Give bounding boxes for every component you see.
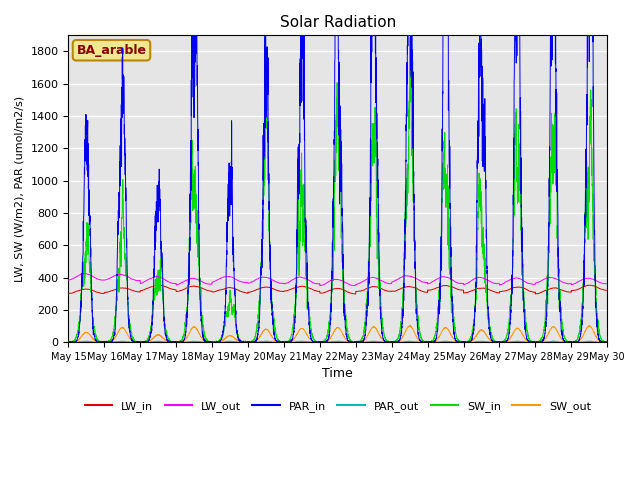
PAR_out xyxy=(154,338,162,344)
SW_out xyxy=(604,339,611,345)
LW_in xyxy=(429,287,436,292)
LW_in xyxy=(154,282,162,288)
LW_in xyxy=(65,290,72,296)
PAR_out xyxy=(65,339,72,345)
SW_out xyxy=(65,339,72,345)
SW_in xyxy=(317,339,325,345)
LW_in xyxy=(318,290,326,296)
PAR_out xyxy=(429,339,436,345)
PAR_in xyxy=(603,339,611,345)
SW_in xyxy=(459,339,467,345)
Y-axis label: LW, SW (W/m2), PAR (umol/m2/s): LW, SW (W/m2), PAR (umol/m2/s) xyxy=(15,96,25,282)
SW_out xyxy=(317,339,325,345)
PAR_in xyxy=(161,331,169,336)
LW_out xyxy=(604,280,611,286)
LW_in xyxy=(161,284,169,289)
SW_out xyxy=(459,339,467,345)
PAR_out xyxy=(161,339,169,345)
LW_in xyxy=(459,287,467,293)
LW_out xyxy=(459,280,467,286)
SW_in xyxy=(406,34,414,40)
PAR_out xyxy=(459,339,467,345)
Line: LW_in: LW_in xyxy=(68,285,607,294)
PAR_in xyxy=(604,339,611,345)
LW_in xyxy=(490,288,497,294)
PAR_in xyxy=(459,339,467,345)
PAR_in xyxy=(65,339,72,345)
SW_out xyxy=(161,337,169,343)
PAR_out xyxy=(489,339,497,345)
LW_out xyxy=(316,283,324,288)
PAR_in xyxy=(318,339,326,345)
SW_in xyxy=(161,323,169,328)
SW_in xyxy=(604,339,611,345)
SW_out xyxy=(429,339,436,345)
Line: SW_in: SW_in xyxy=(68,37,607,342)
Line: SW_out: SW_out xyxy=(68,325,607,342)
LW_out xyxy=(65,277,72,283)
SW_out xyxy=(406,323,414,328)
LW_in xyxy=(352,291,360,297)
SW_in xyxy=(65,339,72,345)
LW_in xyxy=(604,288,611,293)
PAR_out xyxy=(603,339,611,345)
PAR_out xyxy=(318,339,326,345)
Legend: LW_in, LW_out, PAR_in, PAR_out, SW_in, SW_out: LW_in, LW_out, PAR_in, PAR_out, SW_in, S… xyxy=(80,397,595,417)
LW_out xyxy=(490,280,497,286)
X-axis label: Time: Time xyxy=(323,367,353,380)
LW_in xyxy=(603,288,611,293)
SW_in xyxy=(489,337,497,343)
LW_out xyxy=(318,282,326,288)
PAR_in xyxy=(490,339,497,345)
LW_out xyxy=(81,271,89,276)
SW_out xyxy=(489,339,497,345)
LW_out xyxy=(429,278,436,284)
PAR_out xyxy=(604,339,611,345)
Line: PAR_in: PAR_in xyxy=(68,0,607,342)
SW_out xyxy=(603,339,611,345)
LW_out xyxy=(603,280,611,286)
Title: Solar Radiation: Solar Radiation xyxy=(280,15,396,30)
LW_out xyxy=(161,277,169,283)
PAR_in xyxy=(429,339,436,345)
SW_in xyxy=(603,339,611,345)
Text: BA_arable: BA_arable xyxy=(77,44,147,57)
Line: PAR_out: PAR_out xyxy=(68,341,607,342)
Line: LW_out: LW_out xyxy=(68,274,607,286)
SW_in xyxy=(429,338,436,344)
PAR_in xyxy=(65,339,72,345)
